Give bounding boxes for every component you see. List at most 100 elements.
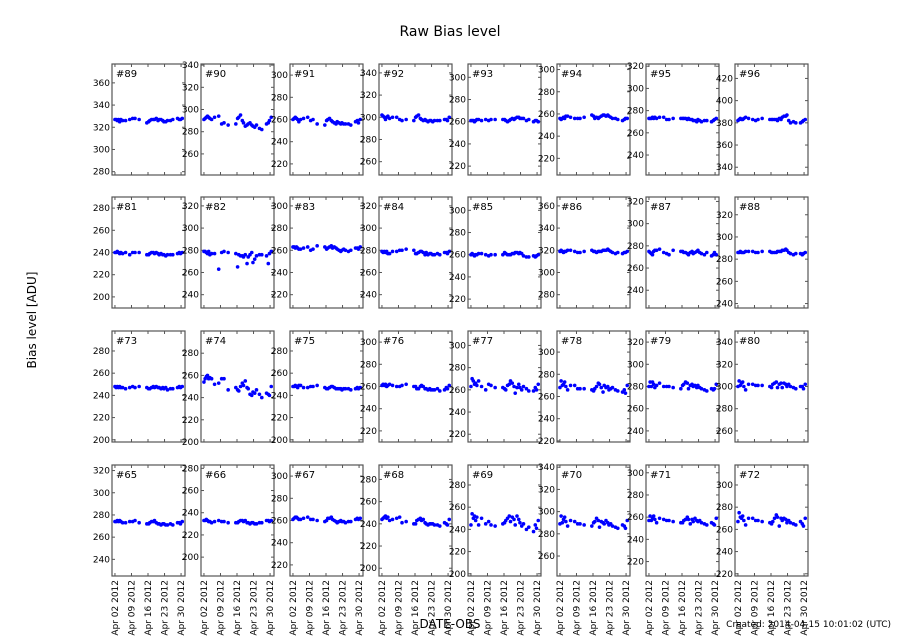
- data-point: [803, 250, 808, 255]
- data-point: [413, 522, 418, 526]
- data-point: [127, 519, 132, 524]
- data-point: [483, 388, 488, 392]
- data-point: [476, 251, 481, 256]
- data-point: [171, 252, 175, 257]
- y-tick-label: 340: [716, 338, 733, 348]
- y-tick-label: 280: [538, 530, 555, 540]
- y-tick-label: 260: [627, 264, 644, 274]
- data-point: [205, 373, 210, 378]
- data-point: [671, 519, 675, 524]
- data-point: [301, 116, 306, 121]
- y-tick-label: 320: [627, 62, 644, 72]
- panel-label: #85: [472, 202, 493, 213]
- data-point: [750, 249, 755, 254]
- panel-label: #75: [294, 336, 315, 347]
- x-tick-label: Apr 02 2012: [556, 580, 566, 636]
- data-point: [671, 385, 675, 390]
- data-point: [661, 250, 666, 255]
- data-point: [412, 118, 416, 123]
- data-point: [260, 127, 264, 132]
- y-tick-label: 240: [182, 291, 199, 301]
- x-tick-label: Apr 16 2012: [411, 580, 421, 636]
- y-tick-label: 320: [538, 485, 555, 495]
- y-tick-label: 260: [93, 369, 110, 379]
- y-tick-label: 240: [538, 132, 555, 142]
- data-point: [212, 251, 217, 256]
- y-tick-label: 300: [360, 113, 377, 123]
- x-tick-label: Apr 09 2012: [305, 580, 315, 636]
- data-point: [649, 384, 654, 389]
- data-point: [133, 250, 137, 255]
- x-tick-label: Apr 30 2012: [800, 580, 810, 636]
- data-point: [756, 250, 760, 255]
- y-tick-label: 220: [449, 162, 466, 172]
- y-tick-label: 260: [449, 386, 466, 396]
- y-tick-label: 320: [182, 83, 199, 93]
- data-point: [616, 250, 620, 255]
- data-point: [743, 388, 748, 392]
- data-point: [123, 520, 128, 525]
- panel-81: 200 220 240 260 280 #81: [93, 196, 186, 309]
- data-point: [358, 516, 363, 521]
- y-tick-label: 340: [538, 224, 555, 234]
- panel-label: #92: [383, 69, 404, 80]
- panel-87: 240 260 280 300 320 #87: [627, 196, 720, 309]
- data-point: [226, 250, 230, 255]
- y-tick-label: 220: [182, 416, 199, 426]
- panel-label: #87: [650, 202, 671, 213]
- data-point: [257, 392, 262, 397]
- data-point: [489, 523, 493, 527]
- data-point: [521, 116, 526, 121]
- y-tick-label: 280: [360, 360, 377, 370]
- x-tick-label: Apr 09 2012: [483, 580, 493, 636]
- x-tick-label: Apr 16 2012: [144, 580, 154, 636]
- data-point: [512, 517, 516, 522]
- data-point: [788, 520, 793, 525]
- data-point: [521, 254, 526, 258]
- y-tick-label: 300: [93, 145, 110, 155]
- panel-89: 280 300 320 340 360 #89: [93, 63, 186, 178]
- x-tick-label: Apr 02 2012: [111, 580, 121, 636]
- y-tick-label: 300: [271, 71, 288, 81]
- y-tick-label: 240: [627, 151, 644, 161]
- panel-label: #91: [294, 69, 315, 80]
- y-tick-label: 200: [182, 553, 199, 563]
- data-point: [515, 514, 519, 518]
- created-timestamp: Created: 2014-04-15 10:01:02 (UTC): [726, 620, 891, 630]
- y-tick-label: 220: [182, 531, 199, 541]
- data-point: [241, 121, 246, 125]
- data-point: [513, 523, 518, 527]
- data-point: [394, 249, 399, 254]
- data-point: [479, 251, 484, 256]
- y-tick-label: 240: [449, 525, 466, 535]
- y-tick-label: 280: [182, 464, 199, 474]
- data-point: [358, 385, 363, 390]
- data-point: [661, 384, 666, 389]
- x-tick-label: Apr 30 2012: [444, 580, 454, 636]
- y-tick-label: 280: [627, 107, 644, 117]
- y-tick-label: 220: [538, 437, 555, 447]
- data-point: [394, 115, 399, 120]
- y-tick-label: 260: [271, 369, 288, 379]
- data-point: [623, 391, 628, 395]
- y-tick-label: 300: [716, 383, 733, 393]
- data-point: [349, 123, 353, 127]
- data-point: [516, 517, 521, 522]
- data-point: [568, 383, 573, 388]
- x-tick-label: Apr 30 2012: [711, 580, 721, 636]
- data-point: [572, 116, 577, 121]
- data-point: [489, 252, 493, 257]
- data-point: [512, 384, 516, 389]
- data-point: [447, 383, 452, 388]
- data-point: [801, 386, 806, 391]
- data-point: [254, 522, 259, 526]
- y-tick-label: 220: [627, 558, 644, 568]
- data-point: [298, 383, 303, 388]
- data-point: [222, 249, 226, 254]
- panel-75: 200 220 240 260 280 #75: [271, 330, 364, 446]
- y-tick-label: 260: [449, 118, 466, 128]
- x-tick-label: Apr 30 2012: [622, 580, 632, 636]
- data-point: [737, 379, 741, 383]
- data-point: [432, 388, 437, 392]
- y-tick-label: 280: [93, 347, 110, 357]
